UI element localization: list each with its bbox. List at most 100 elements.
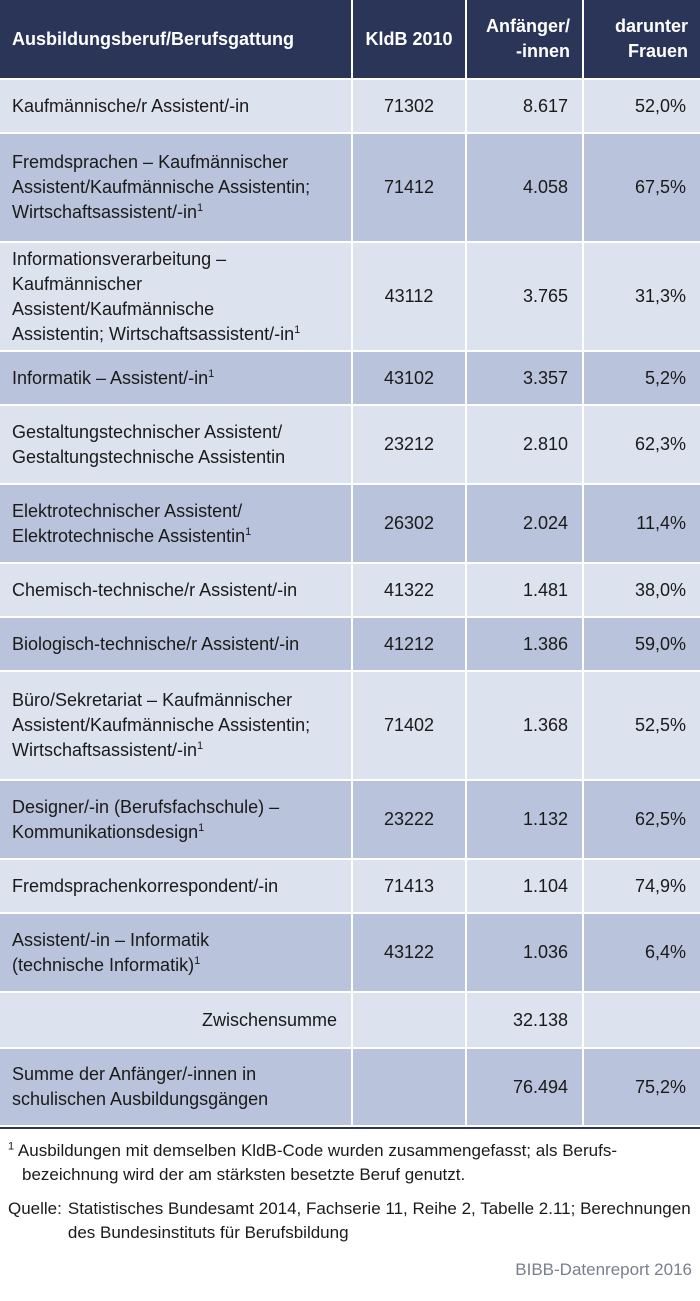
header-frauen: darunter Frauen xyxy=(583,0,700,80)
frauen-cell: 62,3% xyxy=(583,405,700,485)
subtotal-kldb-cell xyxy=(352,992,467,1049)
beruf-line: Kaufmännische/r Assistent/-in xyxy=(12,95,250,116)
kldb-cell: 71412 xyxy=(352,133,467,243)
kldb-cell: 71402 xyxy=(352,671,467,781)
anfaenger-cell: 2.024 xyxy=(466,484,584,564)
frauen-cell: 59,0% xyxy=(583,617,700,672)
beruf-line: (technische Informatik) xyxy=(12,954,195,975)
table-row: Assistent/-in – Informatik (technische In… xyxy=(0,913,700,993)
total-label-line1: Summe der Anfänger/-innen in xyxy=(12,1064,257,1084)
total-row: Summe der Anfänger/-innen in schulischen … xyxy=(0,1048,700,1127)
beruf-line: Informationsverarbeitung – xyxy=(12,248,227,269)
table-body: Kaufmännische/r Assistent/-in 71302 8.617 5… xyxy=(0,79,700,1127)
anfaenger-cell: 4.058 xyxy=(466,133,584,243)
footnote-ref: 1 xyxy=(197,740,204,752)
beruf-cell: Gestaltungstechnischer Assistent/Gestalt… xyxy=(0,405,353,485)
footnote-text: Ausbildungen mit demselben KldB-Code wur… xyxy=(17,1141,618,1184)
anfaenger-cell: 1.368 xyxy=(466,671,584,781)
footnote-ref: 1 xyxy=(294,323,301,336)
beruf-line: Gestaltungstechnische Assistentin xyxy=(12,446,286,467)
table-row: Designer/-in (Berufsfachschule) – Kommuni… xyxy=(0,780,700,860)
anfaenger-cell: 1.481 xyxy=(466,563,584,618)
footnote-ref: 1 xyxy=(208,367,215,380)
beruf-line: Gestaltungstechnischer Assistent/ xyxy=(12,421,283,442)
header-anfaenger: Anfänger/ -innen xyxy=(466,0,584,80)
subtotal-label: Zwischensumme xyxy=(0,992,353,1049)
beruf-line: Wirtschaftsassistent/-in xyxy=(12,202,198,222)
frauen-cell: 6,4% xyxy=(583,913,700,993)
kldb-cell: 23222 xyxy=(352,780,467,860)
source-label: Quelle: xyxy=(8,1199,62,1218)
anfaenger-cell: 8.617 xyxy=(466,79,584,134)
beruf-cell: Designer/-in (Berufsfachschule) – Kommuni… xyxy=(0,780,353,860)
training-table: Ausbildungsberuf/Berufsgattung KldB 2010… xyxy=(0,0,700,1127)
anfaenger-cell: 1.036 xyxy=(466,913,584,993)
total-anfaenger: 76.494 xyxy=(466,1048,584,1127)
footnote-ref: 1 xyxy=(197,202,204,214)
frauen-cell: 52,0% xyxy=(583,79,700,134)
kldb-cell: 41322 xyxy=(352,563,467,618)
kldb-cell: 43102 xyxy=(352,351,467,406)
frauen-cell: 74,9% xyxy=(583,859,700,914)
anfaenger-cell: 3.357 xyxy=(466,351,584,406)
beruf-line: Elektrotechnische Assistentin xyxy=(12,525,246,546)
anfaenger-cell: 3.765 xyxy=(466,242,584,352)
table-row: Informationsverarbeitung – Kaufmännischer… xyxy=(0,242,700,352)
beruf-cell: Büro/Sekretariat – Kaufmännischer Assiste… xyxy=(0,671,353,781)
total-kldb-cell xyxy=(352,1048,467,1127)
frauen-cell: 11,4% xyxy=(583,484,700,564)
table-row: Kaufmännische/r Assistent/-in 71302 8.617 5… xyxy=(0,79,700,134)
table-header-row: Ausbildungsberuf/Berufsgattung KldB 2010… xyxy=(0,0,700,80)
anfaenger-cell: 1.132 xyxy=(466,780,584,860)
beruf-cell: Kaufmännische/r Assistent/-in xyxy=(0,79,353,134)
kldb-cell: 41212 xyxy=(352,617,467,672)
anfaenger-cell: 2.810 xyxy=(466,405,584,485)
beruf-line: Fremdsprachen – Kaufmännischer xyxy=(12,152,289,172)
beruf-line: Assistent/Kaufmännische Assistentin; xyxy=(12,715,311,735)
kldb-cell: 71413 xyxy=(352,859,467,914)
beruf-line: Wirtschaftsassistent/-in xyxy=(12,740,198,760)
header-beruf: Ausbildungsberuf/Berufsgattung xyxy=(0,0,353,80)
footnote-ref: 1 xyxy=(198,821,205,834)
beruf-line: Elektrotechnischer Assistent/ xyxy=(12,500,243,521)
kldb-cell: 71302 xyxy=(352,79,467,134)
anfaenger-cell: 1.104 xyxy=(466,859,584,914)
header-frauen-line2: Frauen xyxy=(627,41,688,61)
total-frauen: 75,2% xyxy=(583,1048,700,1127)
beruf-line: Informatik – Assistent/-in xyxy=(12,367,209,388)
beruf-cell: Informatik – Assistent/-in1 xyxy=(0,351,353,406)
beruf-cell: Biologisch-technische/r Assistent/-in xyxy=(0,617,353,672)
header-kldb: KldB 2010 xyxy=(352,0,467,80)
table-row: Büro/Sekretariat – Kaufmännischer Assiste… xyxy=(0,671,700,781)
table-row: Chemisch-technische/r Assistent/-in 41322… xyxy=(0,563,700,618)
beruf-cell: Informationsverarbeitung – Kaufmännischer… xyxy=(0,242,353,352)
beruf-line: Assistent/-in – Informatik xyxy=(12,929,210,950)
kldb-cell: 43112 xyxy=(352,242,467,352)
beruf-cell: Fremdsprachen – Kaufmännischer Assistent/… xyxy=(0,133,353,243)
frauen-cell: 38,0% xyxy=(583,563,700,618)
table-row: Biologisch-technische/r Assistent/-in 412… xyxy=(0,617,700,672)
kldb-cell: 43122 xyxy=(352,913,467,993)
table-row: Elektrotechnischer Assistent/Elektrotech… xyxy=(0,484,700,564)
header-anfaenger-line2: -innen xyxy=(516,41,570,61)
header-anfaenger-line1: Anfänger/ xyxy=(485,16,570,36)
source-text: Statistisches Bundesamt 2014, Fachserie … xyxy=(67,1199,691,1242)
beruf-cell: Chemisch-technische/r Assistent/-in xyxy=(0,563,353,618)
table-row: Fremdsprachen – Kaufmännischer Assistent/… xyxy=(0,133,700,243)
kldb-cell: 23212 xyxy=(352,405,467,485)
kldb-cell: 26302 xyxy=(352,484,467,564)
beruf-line: Büro/Sekretariat – Kaufmännischer xyxy=(12,690,293,710)
table-row: Fremdsprachenkorrespondent/-in 71413 1.104… xyxy=(0,859,700,914)
table-notes: 1 Ausbildungen mit demselben KldB-Code w… xyxy=(0,1127,700,1245)
total-label-line2: schulischen Ausbildungsgängen xyxy=(12,1089,269,1109)
frauen-cell: 62,5% xyxy=(583,780,700,860)
subtotal-row: Zwischensumme 32.138 xyxy=(0,992,700,1049)
anfaenger-cell: 1.386 xyxy=(466,617,584,672)
subtotal-frauen-cell xyxy=(583,992,700,1049)
frauen-cell: 67,5% xyxy=(583,133,700,243)
beruf-line: Assistent/Kaufmännische Assistentin; xyxy=(12,177,311,197)
beruf-line: Assistentin; Wirtschaftsassistent/-in xyxy=(12,323,295,344)
beruf-cell: Assistent/-in – Informatik (technische In… xyxy=(0,913,353,993)
source-note: Quelle: Statistisches Bundesamt 2014, Fa… xyxy=(8,1197,692,1245)
